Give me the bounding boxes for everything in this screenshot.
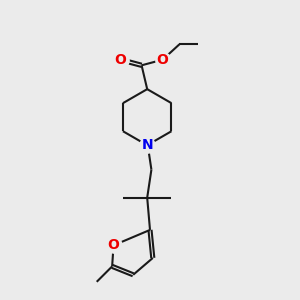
Text: O: O [108,238,119,252]
Text: N: N [141,138,153,152]
Text: O: O [115,53,127,67]
Text: O: O [157,53,169,67]
